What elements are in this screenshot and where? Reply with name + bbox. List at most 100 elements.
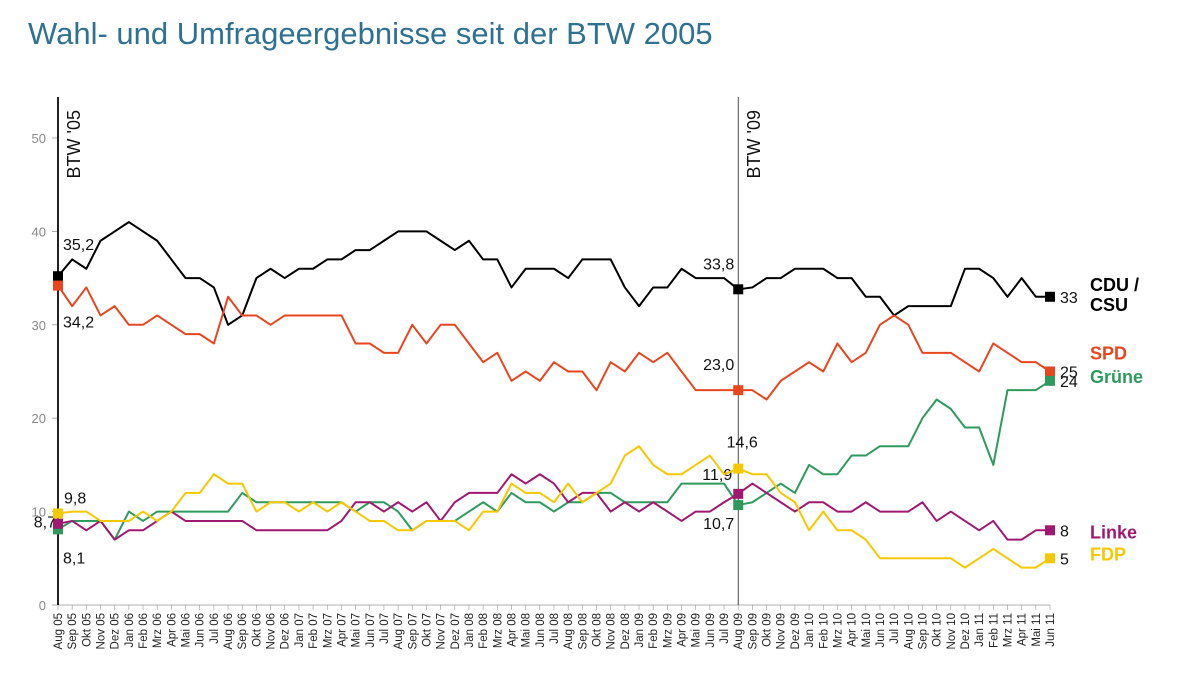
y-tick-label: 50 (32, 131, 46, 146)
series-name: Grüne (1090, 367, 1143, 387)
series-name-line: CSU (1090, 295, 1128, 315)
x-tick-label: Dez 09 (790, 613, 802, 649)
x-tick-label: Feb 09 (648, 613, 660, 649)
x-tick-label: Mrz 09 (662, 613, 674, 648)
value-label: 24 (1060, 374, 1078, 391)
x-tick-label: Okt 07 (421, 613, 433, 647)
x-tick-label: Mai 08 (521, 613, 533, 648)
x-tick-label: Jun 06 (195, 613, 207, 648)
series-line (57, 445, 1051, 569)
point-marker (53, 518, 63, 529)
x-tick-label: Okt 05 (81, 613, 93, 647)
x-tick-label: Nov 10 (946, 613, 958, 649)
x-tick-label: Feb 06 (138, 613, 150, 649)
x-tick-label: Jul 07 (379, 613, 391, 644)
x-tick-label: Dez 07 (450, 613, 462, 649)
point-marker (1045, 366, 1055, 377)
x-tick-label: Sep 05 (67, 613, 79, 649)
value-label: 10,7 (703, 516, 734, 533)
x-tick-label: Sep 06 (237, 613, 249, 649)
x-tick-label: Feb 10 (818, 613, 830, 649)
x-tick-label: Jun 07 (365, 613, 377, 648)
value-label: 8 (1060, 523, 1069, 540)
point-marker (1045, 525, 1055, 536)
chart-title: Wahl- und Umfrageergebnisse seit der BTW… (28, 16, 713, 51)
x-tick-label: Jun 10 (875, 613, 887, 648)
x-tick-label: Nov 09 (776, 613, 788, 649)
x-tick-label: Apr 09 (677, 613, 689, 647)
x-tick-label: Mrz 08 (492, 613, 504, 648)
x-tick-label: Sep 07 (407, 613, 419, 649)
value-label: 5 (1060, 551, 1069, 568)
x-tick-label: Aug 08 (563, 613, 575, 649)
x-tick-label: Apr 08 (506, 613, 518, 647)
x-tick-label: Jan 10 (804, 613, 816, 648)
x-tick-label: Jul 08 (549, 613, 561, 644)
x-tick-label: Jul 06 (209, 613, 221, 644)
series-name: CDU / CSU (1090, 275, 1139, 315)
x-tick-label: Feb 11 (988, 613, 1000, 648)
point-marker (733, 284, 744, 295)
point-marker (733, 500, 744, 511)
x-tick-label: Feb 08 (478, 613, 490, 649)
x-tick-label: Jan 06 (124, 613, 136, 648)
x-tick-label: Nov 05 (96, 613, 108, 649)
x-tick-label: Mai 11 (1031, 613, 1043, 647)
point-marker (1045, 291, 1055, 302)
value-label: 14,6 (727, 435, 758, 452)
x-tick-label: Mai 10 (861, 613, 873, 648)
x-tick-label: Apr 06 (166, 613, 178, 647)
x-tick-label: Jan 07 (294, 613, 306, 648)
x-tick-label: Okt 10 (932, 613, 944, 647)
x-tick-label: Feb 07 (308, 613, 320, 649)
event-label: BTW '05 (64, 110, 84, 178)
x-tick-label: Aug 07 (393, 613, 405, 649)
point-marker (1045, 375, 1055, 386)
x-tick-label: Mrz 07 (322, 613, 334, 648)
y-tick-label: 30 (32, 318, 46, 333)
x-tick-label: Sep 08 (577, 613, 589, 649)
x-tick-label: Mrz 11 (1002, 613, 1014, 647)
point-marker (53, 508, 63, 519)
x-tick-label: Apr 10 (847, 613, 859, 647)
point-marker (53, 271, 63, 282)
value-label: 11,9 (702, 467, 732, 484)
x-tick-label: Aug 05 (53, 613, 65, 649)
point-marker (53, 524, 63, 535)
point-marker (733, 463, 744, 474)
x-tick-label: Jul 09 (719, 613, 731, 644)
x-tick-label: Jul 10 (889, 613, 901, 644)
series-line (57, 473, 1050, 541)
x-tick-label: Dez 08 (620, 613, 632, 649)
x-tick-label: Okt 06 (251, 613, 263, 647)
point-marker (1045, 553, 1055, 564)
value-label: 8,1 (63, 550, 85, 567)
series-line (57, 285, 1051, 401)
x-tick-label: Dez 10 (960, 613, 972, 649)
point-marker (733, 488, 744, 499)
value-label: 33 (1060, 290, 1078, 307)
x-tick-label: Dez 06 (280, 613, 292, 649)
x-tick-label: Jun 09 (705, 613, 717, 648)
y-tick-label: 20 (32, 411, 46, 426)
x-tick-label: Aug 06 (223, 613, 235, 649)
series-name: Linke (1090, 522, 1137, 542)
value-label: 9,8 (64, 490, 86, 507)
x-tick-label: Jan 11 (974, 613, 986, 647)
x-tick-label: Sep 09 (747, 613, 759, 649)
x-tick-label: Jun 08 (535, 613, 547, 648)
x-tick-label: Jan 08 (464, 613, 476, 648)
x-tick-label: Okt 08 (592, 613, 604, 647)
x-tick-label: Aug 09 (733, 613, 745, 649)
x-tick-label: Mrz 10 (832, 613, 844, 648)
value-label: 33,8 (703, 256, 734, 273)
value-label: 35,2 (63, 237, 94, 254)
value-label: 8,7 (34, 515, 56, 532)
x-tick-label: Nov 08 (606, 613, 618, 649)
x-tick-label: Aug 10 (903, 613, 915, 649)
series-name: SPD (1090, 344, 1127, 364)
y-tick-label: 0 (39, 598, 46, 613)
x-tick-label: Okt 09 (762, 613, 774, 647)
